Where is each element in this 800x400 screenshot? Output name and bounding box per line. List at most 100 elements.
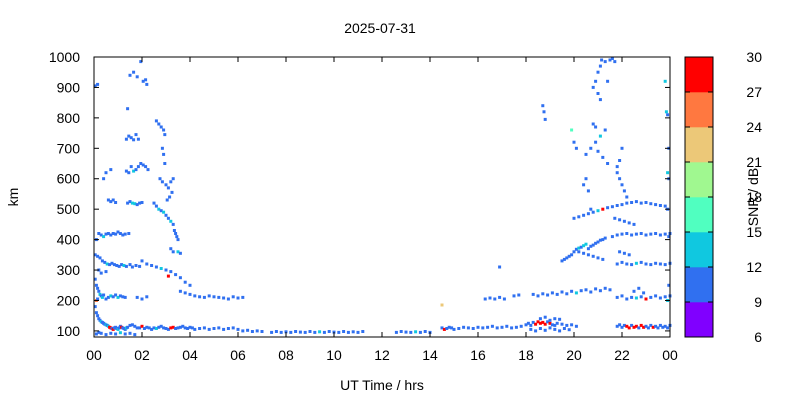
colorbar: 6 9 12 15 18 21 24 27 30 xyxy=(684,49,762,345)
data-point xyxy=(158,177,162,181)
data-point xyxy=(591,243,595,247)
data-point xyxy=(625,201,629,205)
data-point xyxy=(546,320,550,324)
data-point xyxy=(584,288,588,292)
data-point xyxy=(620,294,624,298)
data-point xyxy=(644,324,648,328)
data-point xyxy=(615,204,619,207)
data-point xyxy=(127,232,131,235)
colorbar-label: SNR / dB xyxy=(745,168,761,226)
data-point xyxy=(171,222,175,226)
data-point xyxy=(111,295,115,299)
data-point xyxy=(169,270,173,274)
data-point xyxy=(639,232,643,235)
data-point xyxy=(654,324,658,328)
data-point xyxy=(104,270,108,274)
data-point xyxy=(589,146,593,150)
x-tick-label: 22 xyxy=(614,347,630,363)
data-point xyxy=(140,201,144,204)
data-point xyxy=(538,321,542,325)
data-point xyxy=(553,317,557,321)
data-point xyxy=(122,264,126,267)
data-point xyxy=(582,213,586,217)
data-point xyxy=(658,262,662,266)
data-point xyxy=(157,325,161,329)
data-point xyxy=(150,264,154,267)
data-point xyxy=(171,177,175,181)
data-point xyxy=(169,247,173,251)
data-point xyxy=(135,75,139,79)
data-point xyxy=(140,324,144,328)
data-point xyxy=(553,323,557,327)
data-point xyxy=(174,327,178,330)
data-point xyxy=(141,79,145,83)
y-axis: 100 200 300 400 500 600 700 800 900 1000 xyxy=(49,49,670,339)
data-point xyxy=(207,294,211,298)
data-point xyxy=(130,265,134,269)
data-point xyxy=(649,263,653,267)
data-point xyxy=(634,324,638,328)
data-point xyxy=(124,137,128,141)
data-point xyxy=(123,232,127,236)
data-points xyxy=(93,57,672,337)
data-point xyxy=(618,177,622,181)
data-point xyxy=(93,305,97,309)
data-point xyxy=(356,330,360,334)
data-point xyxy=(591,122,595,126)
data-point xyxy=(606,206,610,210)
data-point xyxy=(594,287,598,291)
colorbar-tick-label: 18 xyxy=(746,189,762,205)
data-point xyxy=(618,323,622,327)
data-point xyxy=(598,98,602,102)
data-point xyxy=(632,289,636,293)
data-point xyxy=(140,297,144,301)
data-point xyxy=(586,247,590,251)
data-point xyxy=(560,290,564,294)
data-point xyxy=(123,332,127,336)
data-point xyxy=(598,289,602,293)
data-point xyxy=(176,250,180,254)
data-point xyxy=(128,73,132,77)
data-point xyxy=(639,323,643,327)
data-point xyxy=(157,207,161,211)
data-point xyxy=(634,200,638,204)
x-tick-label: 06 xyxy=(230,347,246,363)
data-point xyxy=(164,327,168,330)
data-point xyxy=(115,264,119,267)
data-point xyxy=(488,296,492,300)
data-point xyxy=(226,327,230,330)
data-point xyxy=(134,168,138,172)
data-point xyxy=(574,146,578,150)
data-point xyxy=(135,203,139,207)
data-point xyxy=(97,330,101,334)
data-point xyxy=(663,204,667,208)
data-point xyxy=(133,333,137,337)
data-point xyxy=(584,152,588,156)
data-point xyxy=(644,201,648,204)
data-point xyxy=(164,213,168,217)
data-point xyxy=(174,273,178,277)
data-point xyxy=(110,261,114,265)
data-point xyxy=(531,320,535,324)
data-point xyxy=(104,232,108,236)
y-tick-label: 100 xyxy=(57,323,81,339)
data-point xyxy=(188,292,192,296)
data-point xyxy=(630,295,634,299)
data-point xyxy=(596,256,600,260)
data-point xyxy=(596,209,600,213)
data-point xyxy=(603,128,607,132)
data-point xyxy=(157,122,161,126)
data-point xyxy=(198,295,202,299)
data-point xyxy=(651,325,655,329)
data-point xyxy=(109,200,113,204)
data-point xyxy=(294,330,298,333)
x-tick-label: 14 xyxy=(422,347,438,363)
data-point xyxy=(598,134,602,138)
data-point xyxy=(135,326,139,330)
data-point xyxy=(202,295,206,299)
data-point xyxy=(118,294,122,298)
colorbar-segment xyxy=(685,232,713,268)
data-point xyxy=(618,250,622,254)
data-point xyxy=(591,210,595,214)
data-point xyxy=(639,201,643,205)
